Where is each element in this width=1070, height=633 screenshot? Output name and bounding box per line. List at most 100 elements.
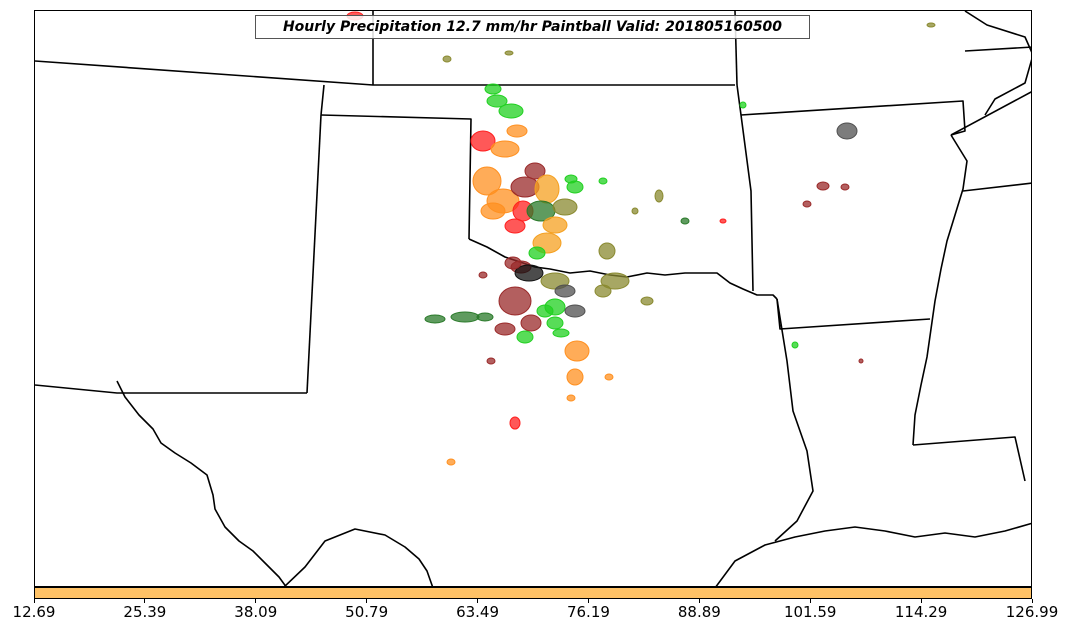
precip-blob-orange bbox=[446, 458, 456, 466]
precip-blob-green bbox=[791, 341, 799, 349]
boundary-nm-tx bbox=[306, 114, 322, 394]
precip-blob-red bbox=[509, 416, 521, 430]
colorbar-tick bbox=[255, 599, 257, 603]
precip-blob-olive bbox=[442, 55, 452, 63]
precip-blob-darkred bbox=[802, 200, 812, 208]
precip-blob-orange bbox=[490, 140, 520, 158]
precip-blob-darkred bbox=[494, 322, 516, 336]
colorbar-tick-label: 114.29 bbox=[894, 603, 948, 621]
precip-blob-orange bbox=[566, 368, 584, 386]
colorbar-tick bbox=[477, 599, 479, 603]
boundary-tn bbox=[950, 91, 1031, 136]
precip-blob-darkred bbox=[478, 271, 488, 279]
precip-blob-green bbox=[544, 298, 566, 316]
boundary-tx-south-nm bbox=[35, 384, 307, 394]
colorbar-tick-label: 12.69 bbox=[12, 603, 56, 621]
precip-blob-orange bbox=[566, 394, 576, 402]
colorbar bbox=[34, 587, 1032, 599]
precip-blob-darkgreen bbox=[424, 314, 446, 324]
precip-blob-darkgreen bbox=[450, 311, 480, 323]
precip-blob-olive bbox=[654, 189, 664, 203]
colorbar-tick-label: 76.19 bbox=[566, 603, 610, 621]
colorbar-tick bbox=[920, 599, 922, 603]
colorbar-tick bbox=[587, 599, 589, 603]
precip-blob-gray bbox=[564, 304, 586, 318]
boundary-ok-ar bbox=[736, 84, 754, 292]
precip-blob-green bbox=[739, 101, 747, 109]
precip-blob-darkred bbox=[840, 183, 850, 191]
precip-blob-green bbox=[598, 177, 608, 185]
precip-blob-green bbox=[484, 83, 502, 95]
map-panel bbox=[34, 10, 1032, 587]
river-upper bbox=[964, 11, 1031, 116]
map-canvas bbox=[35, 11, 1031, 586]
precip-blob-olive bbox=[594, 284, 612, 298]
state-boundaries bbox=[35, 11, 1031, 586]
boundary-nm-ok bbox=[320, 84, 325, 116]
colorbar-tick-label: 101.59 bbox=[783, 603, 837, 621]
boundary-tx-la bbox=[774, 298, 814, 542]
precip-blob-red bbox=[470, 130, 496, 152]
precip-blob-darkgreen bbox=[680, 217, 690, 225]
colorbar-tick-label: 25.39 bbox=[123, 603, 167, 621]
precip-blob-orange bbox=[480, 202, 506, 220]
colorbar-tick bbox=[144, 599, 146, 603]
precip-blob-darkgreen bbox=[476, 312, 494, 322]
precip-blob-olive bbox=[504, 50, 514, 56]
colorbar-tick-label: 50.79 bbox=[345, 603, 389, 621]
colorbar-tick bbox=[809, 599, 811, 603]
precip-blob-red bbox=[719, 218, 727, 224]
boundary-ar-la bbox=[776, 298, 931, 330]
precip-blob-olive bbox=[926, 22, 936, 28]
precip-blob-green bbox=[552, 328, 570, 338]
colorbar-tick bbox=[698, 599, 700, 603]
precip-blob-darkred bbox=[498, 286, 532, 316]
precip-blob-orange bbox=[472, 166, 502, 196]
map-title: Hourly Precipitation 12.7 mm/hr Paintbal… bbox=[255, 15, 810, 39]
precip-blob-green bbox=[546, 316, 564, 330]
boundary-ms-al bbox=[962, 182, 1031, 192]
precip-blob-orange bbox=[506, 124, 528, 138]
precip-blob-green bbox=[564, 174, 578, 184]
gulf-coast bbox=[715, 522, 1031, 586]
precip-blob-gray bbox=[836, 122, 858, 140]
precip-blob-green bbox=[498, 103, 524, 119]
colorbar-tick bbox=[1031, 599, 1033, 603]
precip-blob-amber bbox=[542, 216, 568, 234]
precipitation-blobs bbox=[346, 11, 936, 466]
colorbar-tick bbox=[33, 599, 35, 603]
precip-blob-orange bbox=[604, 373, 614, 381]
colorbar-tick-label: 88.89 bbox=[677, 603, 721, 621]
precip-blob-olive bbox=[600, 272, 630, 290]
colorbar-tick-label: 38.09 bbox=[234, 603, 278, 621]
precip-blob-darkred bbox=[520, 314, 542, 332]
boundary-ky bbox=[964, 46, 1031, 52]
precip-blob-red bbox=[504, 218, 526, 234]
precip-blob-orange bbox=[564, 340, 590, 362]
precip-blob-olive bbox=[598, 242, 616, 260]
precip-blob-green bbox=[528, 246, 546, 260]
precip-blob-olive bbox=[631, 207, 639, 215]
rio-grande bbox=[116, 380, 287, 586]
precip-blob-amber bbox=[534, 174, 560, 204]
colorbar-tick bbox=[366, 599, 368, 603]
precip-blob-darkred bbox=[858, 358, 864, 364]
boundary-mo-ar bbox=[740, 100, 966, 136]
boundary-tx-panhandle bbox=[320, 114, 472, 240]
precip-blob-olive bbox=[640, 296, 654, 306]
colorbar-tick-label: 63.49 bbox=[456, 603, 500, 621]
mississippi-river bbox=[912, 134, 968, 446]
precip-blob-gray bbox=[554, 284, 576, 298]
precip-blob-darkred bbox=[504, 256, 522, 270]
mexico-coast bbox=[283, 528, 434, 586]
precip-blob-olive bbox=[552, 198, 578, 216]
precip-blob-green bbox=[486, 94, 508, 108]
precip-blob-black bbox=[514, 264, 544, 282]
precip-blob-green bbox=[516, 330, 534, 344]
boundary-la-ms bbox=[912, 436, 1026, 482]
precip-blob-darkred bbox=[816, 181, 830, 191]
boundary-ks-ok bbox=[35, 60, 735, 86]
precip-blob-darkred bbox=[486, 357, 496, 365]
precip-blob-darkred bbox=[524, 162, 546, 180]
colorbar-tick-label: 126.99 bbox=[1005, 603, 1059, 621]
